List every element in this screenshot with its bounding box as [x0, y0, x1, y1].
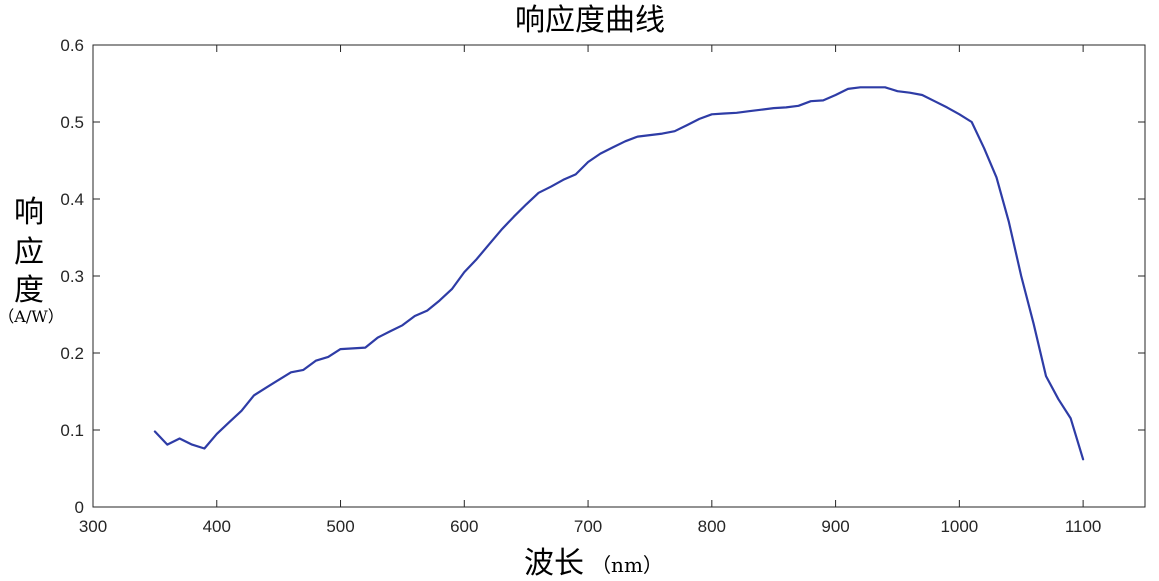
plot-area	[92, 44, 1146, 508]
x-tick-label: 700	[574, 517, 602, 536]
x-tick-label: 500	[326, 517, 354, 536]
y-tick-label: 0.2	[60, 344, 84, 363]
y-tick-label: 0.6	[60, 36, 84, 55]
x-tick-label: 600	[450, 517, 478, 536]
chart-title: 响应度曲线	[515, 3, 665, 38]
y-tick-label: 0	[75, 498, 84, 517]
x-tick-label: 800	[698, 517, 726, 536]
x-axis-label: 波长 （nm）	[524, 546, 663, 581]
y-tick-label: 0.4	[60, 190, 84, 209]
axis-ticks: 300 400 500 600 700 800 900 1000 1100 0 0.1 0.2 0.3 0…	[60, 36, 1145, 536]
y-tick-label: 0.5	[60, 113, 84, 132]
x-tick-label: 400	[203, 517, 231, 536]
y-axis-unit: （A/W）	[0, 307, 64, 326]
x-tick-label: 900	[821, 517, 849, 536]
x-tick-label: 1000	[940, 517, 978, 536]
y-axis-label: 响 应 度 （A/W）	[0, 195, 64, 326]
y-tick-label: 0.3	[60, 267, 84, 286]
y-axis-label-char-2: 应	[14, 235, 44, 270]
x-tick-label: 1100	[1065, 517, 1102, 536]
y-tick-label: 0.1	[60, 421, 84, 440]
y-axis-label-char-1: 响	[14, 195, 44, 230]
series-line	[153, 86, 1085, 461]
x-tick-label: 300	[79, 517, 107, 536]
x-axis-label-text: 波长	[524, 546, 584, 581]
series-layer	[153, 86, 1085, 461]
x-axis-unit: （nm）	[591, 553, 663, 577]
y-axis-label-char-3: 度	[14, 273, 44, 308]
